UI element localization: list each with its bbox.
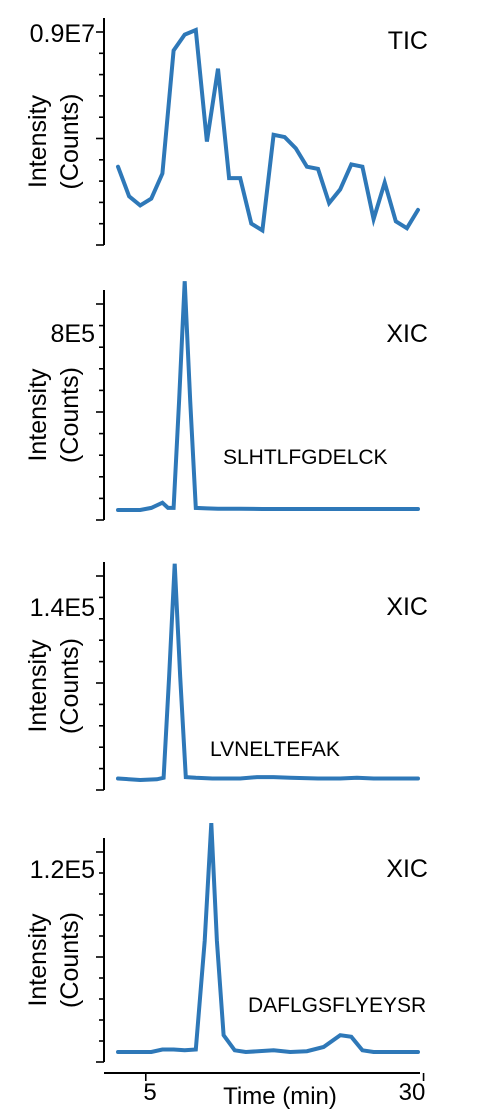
series-line: [116, 27, 420, 234]
chart-panel-2: 8E5 Intensity (Counts) XIC SLHTLFGDELCK: [24, 281, 428, 521]
y-axis-label-line2: (Counts): [56, 638, 84, 734]
series-line: [116, 822, 420, 1055]
series-line: [116, 281, 420, 512]
y-axis-label-line1: Intensity: [24, 913, 52, 1007]
x-tick-label-30: 30: [399, 1079, 426, 1106]
x-axis-label: Time (min): [223, 1083, 337, 1110]
panel-label: XIC: [386, 855, 428, 883]
y-max-label: 1.4E5: [30, 594, 95, 622]
y-axis-label-line1: Intensity: [24, 368, 52, 462]
x-tick-label-5: 5: [143, 1079, 156, 1106]
peptide-label: SLHTLFGDELCK: [223, 446, 388, 469]
y-axis-label-line2: (Counts): [56, 912, 84, 1008]
y-max-label: 8E5: [51, 320, 95, 348]
chart-panel-3: 1.4E5 Intensity (Counts) XIC LVNELTEFAK: [24, 562, 428, 791]
y-axis-label-line2: (Counts): [56, 94, 84, 190]
y-axis-label-line1: Intensity: [24, 94, 52, 188]
chart-panel-1: 0.9E7 Intensity (Counts) TIC: [24, 18, 428, 246]
panel-label: XIC: [386, 320, 428, 348]
y-axis-label-line2: (Counts): [56, 367, 84, 463]
chart-panel-4: 1.2E5 Intensity (Counts) XIC DAFLGSFLYEYSR: [24, 822, 428, 1081]
peptide-label: DAFLGSFLYEYSR: [248, 994, 426, 1017]
y-axis-label-line1: Intensity: [24, 639, 52, 733]
y-max-label: 1.2E5: [30, 856, 95, 884]
series-line: [116, 563, 420, 783]
panel-label: TIC: [388, 27, 428, 55]
peptide-label: LVNELTEFAK: [210, 738, 340, 761]
y-max-label: 0.9E7: [30, 20, 95, 48]
panel-label: XIC: [386, 593, 428, 621]
